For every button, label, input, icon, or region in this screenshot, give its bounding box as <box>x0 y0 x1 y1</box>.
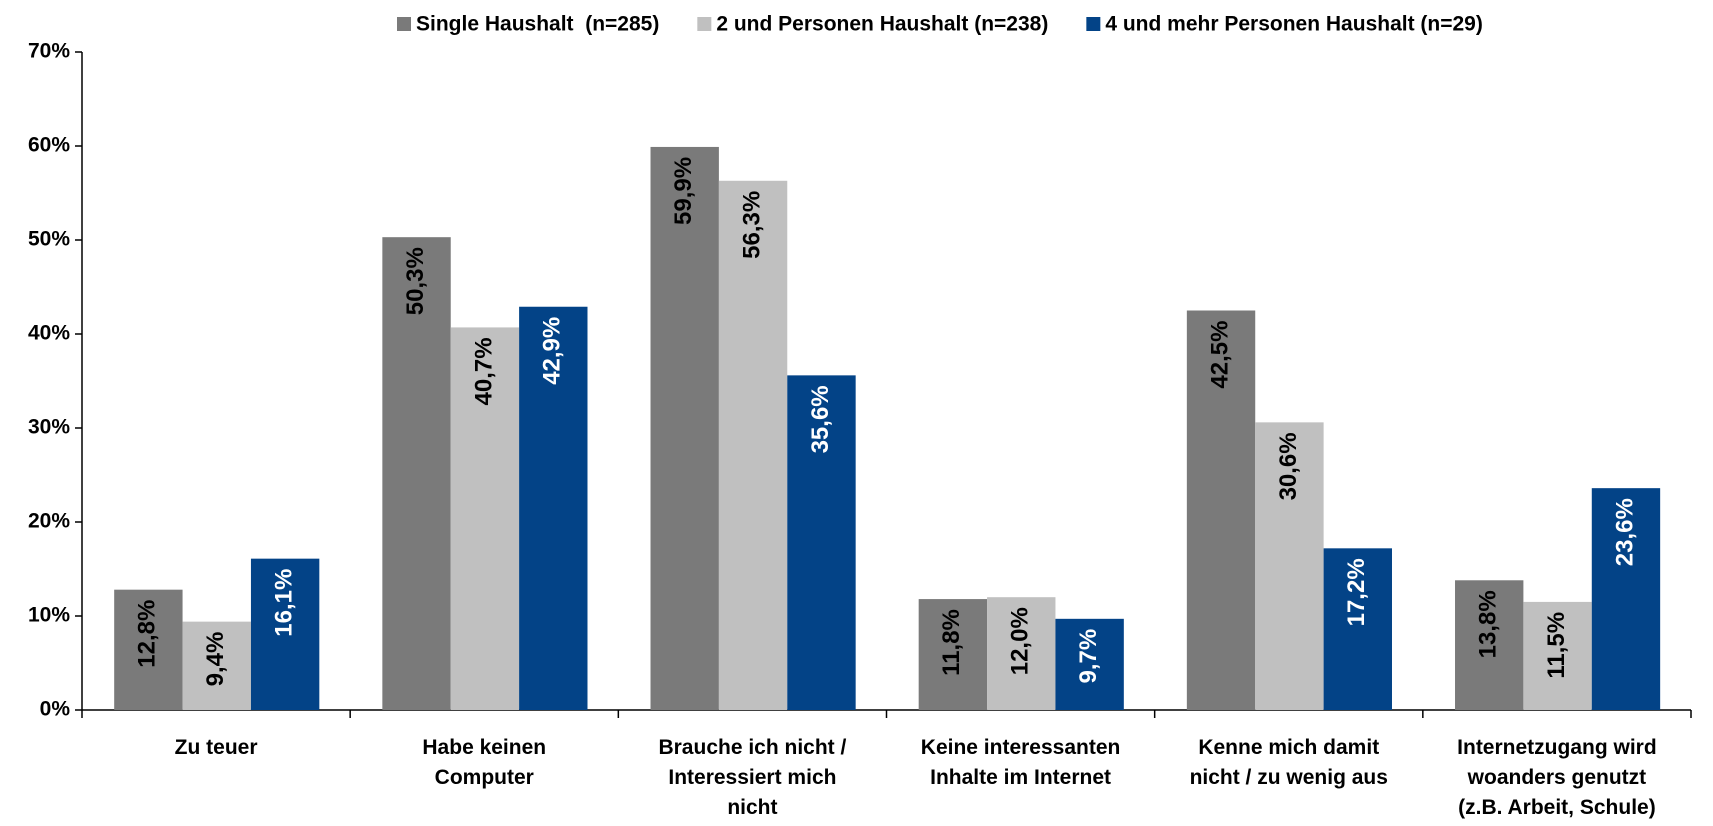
bar <box>382 237 451 710</box>
x-tick-label-line: Inhalte im Internet <box>930 766 1111 789</box>
legend-label: 2 und Personen Haushalt (n=238) <box>716 13 1048 36</box>
value-label: 12,0% <box>1007 607 1034 675</box>
x-tick-label-line: Internetzugang wird <box>1457 736 1657 759</box>
bar <box>519 306 588 710</box>
bar <box>918 599 988 710</box>
x-tick-label-line: Interessiert mich <box>668 766 836 789</box>
bar <box>182 621 251 710</box>
y-tick-label: 60% <box>28 134 70 157</box>
value-label: 12,8% <box>134 600 161 668</box>
y-tick-label: 10% <box>28 604 70 627</box>
y-tick-label: 70% <box>28 40 70 63</box>
x-tick-label: Habe keinen Computer <box>422 736 546 789</box>
x-tick-label: Kenne mich damit nicht / zu wenig aus <box>1190 736 1388 789</box>
x-tick-label-line: nicht <box>727 796 777 819</box>
value-label: 11,5% <box>1543 612 1570 679</box>
bar <box>114 589 183 710</box>
bar <box>1455 580 1524 710</box>
x-tick-label-line: Brauche ich nicht / <box>658 736 846 759</box>
x-tick-label: Brauche ich nicht / Interessiert mich nich… <box>658 736 846 819</box>
legend-swatch <box>397 17 411 31</box>
legend-label: 4 und mehr Personen Haushalt (n=29) <box>1105 13 1483 36</box>
x-tick-label: Zu teuer <box>175 736 258 759</box>
legend-swatch <box>1086 17 1101 31</box>
value-label: 42,9% <box>539 317 566 385</box>
value-label: 56,3% <box>738 191 765 259</box>
value-label: 35,6% <box>807 385 834 453</box>
value-label: 11,8% <box>938 609 965 676</box>
legend-label: Single Haushalt (n=285) <box>416 13 659 36</box>
bar <box>1523 601 1592 710</box>
bar <box>787 375 856 710</box>
bar <box>1323 548 1392 710</box>
value-label: 40,7% <box>470 337 497 405</box>
value-label: 9,7% <box>1075 629 1102 684</box>
bar <box>1591 488 1661 710</box>
x-tick-label-line: woanders genutzt <box>1467 766 1647 789</box>
x-tick-label-line: Zu teuer <box>175 736 258 759</box>
x-tick-label: Internetzugang wird woanders genutzt (z.B.… <box>1457 736 1657 819</box>
value-label: 13,8% <box>1475 590 1502 658</box>
value-label: 17,2% <box>1343 558 1370 626</box>
y-tick-label: 50% <box>28 228 70 251</box>
bar <box>718 180 788 710</box>
bar <box>1186 310 1256 710</box>
bar <box>987 597 1056 710</box>
bar <box>650 146 719 710</box>
y-tick-label: 0% <box>40 698 71 721</box>
value-label: 42,5% <box>1206 321 1233 389</box>
x-tick-label-line: nicht / zu wenig aus <box>1190 766 1388 789</box>
bar <box>450 327 520 710</box>
bar <box>1055 618 1124 710</box>
x-tick-label-line: (z.B. Arbeit, Schule) <box>1458 796 1656 819</box>
value-label: 9,4% <box>202 632 229 687</box>
y-tick-label: 20% <box>28 510 70 533</box>
x-tick-label-line: Keine interessanten <box>921 736 1121 759</box>
value-label: 30,6% <box>1275 432 1302 500</box>
value-label: 23,6% <box>1611 498 1638 566</box>
bar <box>1255 422 1324 710</box>
legend-swatch <box>697 17 712 31</box>
bar <box>250 558 320 710</box>
x-tick-label-line: Kenne mich damit <box>1198 736 1379 759</box>
value-label: 16,1% <box>270 569 297 637</box>
value-label: 59,9% <box>670 157 697 225</box>
y-tick-label: 30% <box>28 416 70 439</box>
x-tick-label-line: Computer <box>435 766 534 789</box>
value-label: 50,3% <box>402 247 429 315</box>
y-tick-label: 40% <box>28 322 70 345</box>
x-tick-label: Keine interessanten Inhalte im Internet <box>921 736 1121 789</box>
x-tick-label-line: Habe keinen <box>422 736 546 759</box>
